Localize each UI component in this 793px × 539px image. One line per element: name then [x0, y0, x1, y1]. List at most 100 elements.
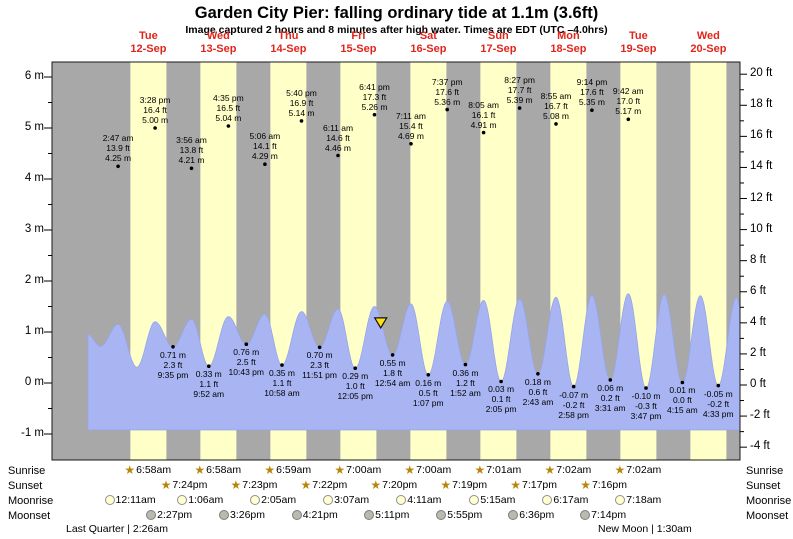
- sunrise-time: 7:00am: [416, 464, 452, 476]
- moonrise-icon: [177, 495, 188, 505]
- low-tide-annotation: 0.36 m 1.2 ft 1:52 am: [450, 367, 481, 398]
- low-tide-dot: [353, 366, 358, 371]
- sun-star-icon: ★: [194, 463, 206, 477]
- moonrise-entry: 3:07am: [323, 494, 369, 506]
- high-tide-dot: [116, 164, 120, 169]
- moonrise-time: 4:11am: [407, 494, 442, 506]
- sunrise-entry: ★ 7:00am: [334, 464, 381, 476]
- high-tide-dot: [263, 162, 267, 166]
- night-band: [600, 62, 621, 460]
- high-tide-annotation: 2:47 am 13.9 ft 4.25 m: [102, 133, 134, 164]
- row-label-left: Moonrise: [8, 495, 54, 507]
- moonrise-time: 5:15am: [480, 494, 516, 506]
- day-header: Fri 15-Sep: [340, 30, 376, 56]
- low-tide-annotation: 0.35 m 1.1 ft 10:58 am: [264, 368, 300, 399]
- sunset-entry: ★ 7:20pm: [370, 479, 417, 491]
- low-tide-dot: [463, 362, 468, 367]
- right-axis-label: 14 ft: [750, 160, 773, 173]
- day-of-week: Sun: [487, 30, 509, 42]
- low-tide-annotation: 0.33 m 1.1 ft 9:52 am: [193, 369, 225, 400]
- day-header: Wed 13-Sep: [200, 30, 236, 56]
- sunset-time: 7:19pm: [452, 479, 488, 491]
- day-date: 13-Sep: [200, 43, 237, 55]
- high-tide-annotation: 6:41 pm 17.3 ft 5.26 m: [359, 81, 390, 112]
- sun-star-icon: ★: [440, 478, 452, 492]
- day-header: Sun 17-Sep: [480, 30, 516, 56]
- left-axis-label: 1 m: [24, 325, 44, 337]
- moonrise-icon: [542, 495, 553, 505]
- sunset-entry: ★ 7:22pm: [300, 479, 347, 491]
- moonrise-icon: [323, 495, 334, 505]
- moonrise-entry: 7:18am: [615, 494, 661, 506]
- sunrise-entry: ★ 7:01am: [474, 464, 521, 476]
- high-tide-dot: [153, 126, 157, 130]
- row-label-left: Moonset: [8, 510, 51, 522]
- sunrise-time: 7:02am: [556, 464, 592, 476]
- high-tide-dot: [481, 130, 486, 135]
- row-label-right: Sunset: [746, 480, 781, 492]
- sunset-time: 7:24pm: [172, 479, 208, 491]
- low-tide-dot: [244, 342, 249, 347]
- sunrise-time: 6:58am: [206, 464, 242, 476]
- day-header: Thu 14-Sep: [270, 30, 306, 56]
- right-axis-label: 6 ft: [750, 284, 766, 297]
- sunset-time: 7:23pm: [242, 479, 278, 491]
- right-axis-label: 4 ft: [750, 315, 766, 328]
- right-axis-label: 18 ft: [750, 98, 773, 111]
- low-tide-dot: [608, 378, 613, 382]
- sunset-entry: ★ 7:24pm: [161, 479, 208, 491]
- moonset-time: 7:14pm: [591, 509, 627, 521]
- moonset-time: 6:36pm: [519, 509, 555, 521]
- high-tide-annotation: 5:06 am 14.1 ft 4.29 m: [249, 131, 281, 162]
- low-tide-dot: [171, 345, 175, 349]
- right-axis-label: 12 ft: [750, 191, 773, 204]
- sun-star-icon: ★: [404, 463, 416, 477]
- high-tide-annotation: 8:05 am 16.1 ft 4.91 m: [468, 99, 499, 130]
- left-axis-label: 4 m: [24, 172, 44, 184]
- day-of-week: Wed: [696, 30, 720, 42]
- row-label-left: Sunrise: [8, 465, 46, 477]
- sun-star-icon: ★: [124, 463, 136, 477]
- sunset-entry: ★ 7:16pm: [580, 479, 627, 491]
- moonset-icon: [436, 510, 447, 520]
- moonrise-icon: [615, 495, 626, 505]
- high-tide-dot: [409, 142, 413, 146]
- row-label-right: Moonset: [746, 510, 789, 522]
- moonset-entry: 5:11pm: [364, 509, 409, 521]
- sunrise-time: 6:58am: [136, 464, 172, 476]
- moonrise-entry: 6:17am: [542, 494, 588, 506]
- current-time-marker-icon: [373, 317, 388, 330]
- moonset-icon: [364, 510, 375, 520]
- low-tide-annotation: 0.55 m 1.8 ft 12:54 am: [374, 357, 411, 388]
- moonrise-time: 7:18am: [626, 494, 662, 506]
- moonrise-entry: 4:11am: [396, 494, 441, 506]
- high-tide-dot: [517, 106, 522, 110]
- sunrise-entry: ★ 6:58am: [124, 464, 171, 476]
- moonset-icon: [219, 510, 229, 520]
- moonset-time: 4:21pm: [302, 509, 338, 521]
- sunset-entry: ★ 7:23pm: [231, 479, 278, 491]
- moon-phase-label: New Moon | 1:30am: [598, 523, 692, 535]
- high-tide-annotation: 9:14 pm 17.6 ft 5.35 m: [576, 77, 608, 108]
- left-axis-label: 6 m: [24, 70, 44, 82]
- chart-subtitle: Image captured 2 hours and 8 minutes aft…: [185, 24, 608, 36]
- row-label-left: Sunset: [8, 480, 43, 492]
- day-header: Wed 20-Sep: [690, 30, 726, 56]
- high-tide-dot: [590, 108, 594, 112]
- moon-phase-label: Last Quarter | 2:26am: [66, 523, 168, 535]
- sunset-time: 7:17pm: [522, 479, 558, 491]
- low-tide-dot: [644, 386, 648, 390]
- low-tide-annotation: 0.71 m 2.3 ft 9:35 pm: [157, 349, 189, 380]
- low-tide-dot: [280, 363, 284, 367]
- day-date: 14-Sep: [270, 43, 307, 55]
- low-tide-dot: [317, 345, 322, 350]
- moonrise-icon: [104, 495, 115, 505]
- moonset-time: 2:27pm: [157, 509, 193, 521]
- high-tide-annotation: 8:27 pm 17.7 ft 5.39 m: [504, 75, 535, 106]
- sunrise-time: 7:00am: [346, 464, 382, 476]
- moonset-time: 3:26pm: [230, 509, 266, 521]
- tide-curve: [87, 293, 741, 431]
- high-tide-dot: [445, 107, 450, 112]
- moonset-entry: 6:36pm: [508, 509, 554, 521]
